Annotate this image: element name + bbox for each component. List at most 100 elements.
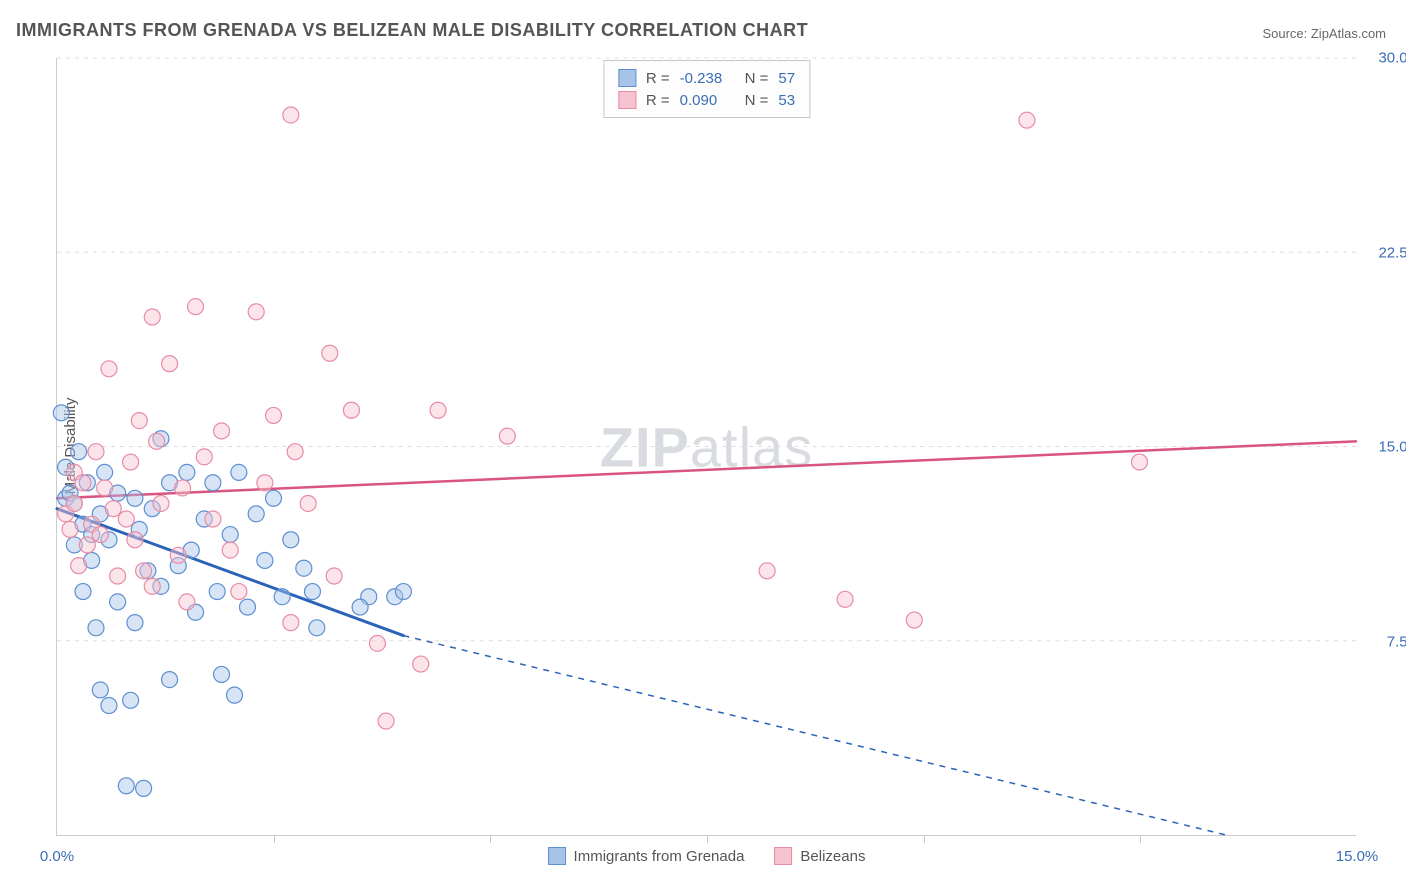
legend-item: Immigrants from Grenada <box>548 847 745 865</box>
data-point <box>222 527 238 543</box>
n-label: N = <box>745 70 769 87</box>
data-point <box>136 563 152 579</box>
data-point <box>248 506 264 522</box>
x-tick <box>1140 835 1141 843</box>
data-point <box>110 594 126 610</box>
y-tick-label: 15.0% <box>1378 439 1406 456</box>
legend-swatch <box>774 847 792 865</box>
legend-label: Immigrants from Grenada <box>574 848 745 865</box>
data-point <box>92 527 108 543</box>
data-point <box>240 599 256 615</box>
data-point <box>322 345 338 361</box>
data-point <box>283 107 299 123</box>
x-tick <box>274 835 275 843</box>
data-point <box>222 542 238 558</box>
data-point <box>179 594 195 610</box>
data-point <box>231 464 247 480</box>
data-point <box>1019 112 1035 128</box>
data-point <box>136 780 152 796</box>
data-point <box>352 599 368 615</box>
data-point <box>92 682 108 698</box>
data-point <box>127 615 143 631</box>
n-value: 53 <box>778 92 795 109</box>
data-point <box>79 537 95 553</box>
data-point <box>395 584 411 600</box>
data-point <box>110 568 126 584</box>
r-label: R = <box>646 92 670 109</box>
data-point <box>71 444 87 460</box>
data-point <box>144 578 160 594</box>
data-point <box>248 304 264 320</box>
data-point <box>430 402 446 418</box>
data-point <box>499 428 515 444</box>
data-point <box>214 666 230 682</box>
y-tick-label: 22.5% <box>1378 244 1406 261</box>
data-point <box>266 407 282 423</box>
series-swatch <box>618 69 636 87</box>
chart-svg <box>57 58 1356 835</box>
data-point <box>118 778 134 794</box>
legend-label: Belizeans <box>800 848 865 865</box>
series-swatch <box>618 91 636 109</box>
data-point <box>127 490 143 506</box>
data-point <box>162 356 178 372</box>
correlation-box: R =-0.238N =57R =0.090N =53 <box>603 60 810 118</box>
data-point <box>170 547 186 563</box>
y-tick-label: 30.0% <box>1378 50 1406 67</box>
legend-swatch <box>548 847 566 865</box>
correlation-row: R = -0.238 N = 57 <box>618 67 795 89</box>
data-point <box>378 713 394 729</box>
data-point <box>97 480 113 496</box>
data-point <box>304 584 320 600</box>
data-point <box>101 698 117 714</box>
data-point <box>296 560 312 576</box>
x-tick-label: 15.0% <box>1336 848 1379 865</box>
data-point <box>205 511 221 527</box>
data-point <box>118 511 134 527</box>
data-point <box>153 495 169 511</box>
data-point <box>369 635 385 651</box>
data-point <box>188 299 204 315</box>
data-point <box>413 656 429 672</box>
n-value: 57 <box>778 70 795 87</box>
data-point <box>214 423 230 439</box>
chart-title: IMMIGRANTS FROM GRENADA VS BELIZEAN MALE… <box>16 20 808 41</box>
r-value: -0.238 <box>680 70 735 87</box>
x-tick <box>924 835 925 843</box>
data-point <box>287 444 303 460</box>
data-point <box>209 584 225 600</box>
data-point <box>88 620 104 636</box>
data-point <box>144 309 160 325</box>
data-point <box>257 552 273 568</box>
data-point <box>837 591 853 607</box>
data-point <box>759 563 775 579</box>
data-point <box>266 490 282 506</box>
y-tick-label: 7.5% <box>1387 633 1406 650</box>
data-point <box>88 444 104 460</box>
data-point <box>162 672 178 688</box>
data-point <box>149 433 165 449</box>
data-point <box>97 464 113 480</box>
x-tick-label: 0.0% <box>40 848 74 865</box>
source-attribution: Source: ZipAtlas.com <box>1262 26 1386 41</box>
data-point <box>101 361 117 377</box>
data-point <box>123 692 139 708</box>
data-point <box>196 449 212 465</box>
legend: Immigrants from Grenada Belizeans <box>548 847 866 865</box>
data-point <box>75 475 91 491</box>
x-tick <box>490 835 491 843</box>
data-point <box>66 495 82 511</box>
x-tick <box>707 835 708 843</box>
legend-item: Belizeans <box>774 847 865 865</box>
data-point <box>53 405 69 421</box>
correlation-row: R =0.090N =53 <box>618 89 795 111</box>
data-point <box>257 475 273 491</box>
data-point <box>343 402 359 418</box>
n-label: N = <box>745 92 769 109</box>
r-label: R = <box>646 70 670 87</box>
data-point <box>127 532 143 548</box>
data-point <box>274 589 290 605</box>
data-point <box>105 501 121 517</box>
data-point <box>71 558 87 574</box>
data-point <box>326 568 342 584</box>
